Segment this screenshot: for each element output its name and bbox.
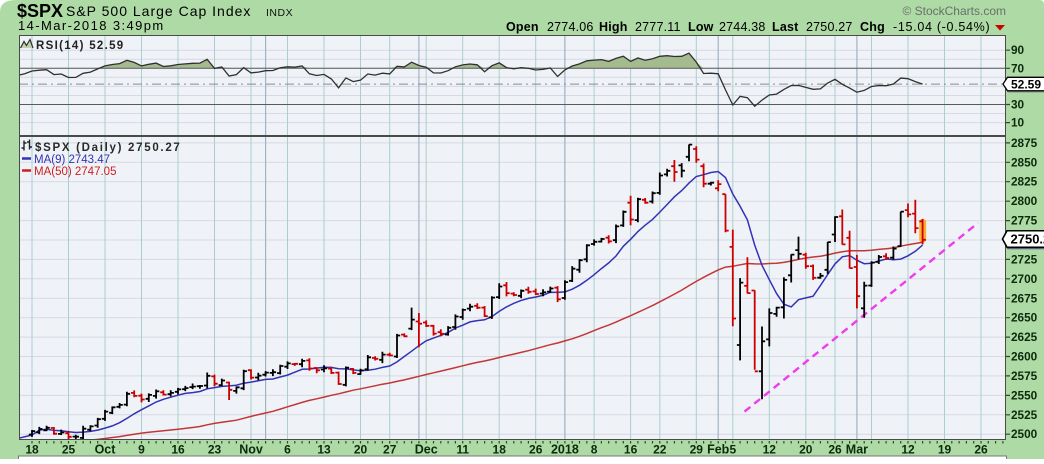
svg-text:Last: Last [772,20,799,34]
svg-text:25: 25 [62,443,76,457]
svg-text:26: 26 [974,443,988,457]
svg-text:14-Mar-2018 3:49pm: 14-Mar-2018 3:49pm [18,18,165,33]
svg-text:2777.11: 2777.11 [635,20,681,34]
svg-text:9: 9 [138,443,145,457]
svg-text:MA(50) 2747.05: MA(50) 2747.05 [34,166,116,178]
svg-text:2600: 2600 [1011,350,1038,364]
svg-text:2850: 2850 [1011,155,1038,169]
svg-text:12: 12 [763,443,777,457]
svg-text:2875: 2875 [1011,136,1038,150]
svg-text:90: 90 [1011,43,1025,57]
svg-text:Feb: Feb [707,443,730,457]
svg-text:High: High [599,20,628,34]
svg-text:2575: 2575 [1011,369,1038,383]
svg-text:19: 19 [938,443,952,457]
svg-text:22: 22 [653,443,667,457]
svg-text:12: 12 [901,443,915,457]
svg-text:$SPX (Daily) 2750.27: $SPX (Daily) 2750.27 [35,142,182,154]
svg-text:26: 26 [828,443,842,457]
svg-text:Nov: Nov [239,443,263,457]
svg-text:2774.06: 2774.06 [547,20,594,34]
svg-text:2825: 2825 [1011,175,1038,189]
svg-text:2750.27: 2750.27 [806,20,853,34]
svg-text:© StockCharts.com: © StockCharts.com [902,4,1006,18]
svg-text:2550: 2550 [1011,388,1038,402]
svg-text:20: 20 [354,443,368,457]
svg-text:52.59: 52.59 [1011,77,1041,91]
svg-text:23: 23 [208,443,222,457]
svg-text:20: 20 [799,443,813,457]
svg-text:Low: Low [688,20,714,34]
svg-text:Dec: Dec [415,443,438,457]
svg-text:Oct: Oct [95,443,117,457]
svg-text:Open: Open [506,20,539,34]
svg-text:13: 13 [317,443,331,457]
svg-text:27: 27 [383,443,397,457]
svg-text:11: 11 [456,443,469,457]
svg-text:29: 29 [690,443,704,457]
svg-text:-15.04 (-0.54%): -15.04 (-0.54%) [893,20,990,34]
svg-text:INDX: INDX [266,7,293,19]
svg-text:2500: 2500 [1011,427,1038,441]
svg-text:10: 10 [1011,116,1025,130]
svg-text:2775: 2775 [1011,214,1038,228]
svg-text:MA(9) 2743.47: MA(9) 2743.47 [34,154,110,166]
svg-text:6: 6 [284,443,291,457]
svg-text:Mar: Mar [846,443,868,457]
svg-text:2744.38: 2744.38 [719,20,766,34]
svg-text:70: 70 [1011,61,1025,75]
svg-text:2625: 2625 [1011,330,1038,344]
svg-text:2800: 2800 [1011,194,1038,208]
svg-text:2750.27: 2750.27 [1011,232,1044,247]
svg-text:8: 8 [591,443,598,457]
svg-text:2018: 2018 [551,443,579,457]
svg-text:2525: 2525 [1011,408,1038,422]
svg-text:S&P 500 Large Cap Index: S&P 500 Large Cap Index [66,3,251,19]
svg-text:16: 16 [171,443,185,457]
svg-text:2675: 2675 [1011,291,1038,305]
svg-text:RSI(14) 52.59: RSI(14) 52.59 [36,40,125,52]
svg-text:2700: 2700 [1011,272,1038,286]
svg-text:2650: 2650 [1011,311,1038,325]
svg-text:18: 18 [493,443,507,457]
svg-text:Chg: Chg [860,20,885,34]
svg-text:18: 18 [25,443,39,457]
svg-text:5: 5 [729,443,736,457]
svg-text:30: 30 [1011,98,1025,112]
svg-text:26: 26 [529,443,543,457]
svg-text:2725: 2725 [1011,252,1038,266]
svg-text:16: 16 [624,443,638,457]
